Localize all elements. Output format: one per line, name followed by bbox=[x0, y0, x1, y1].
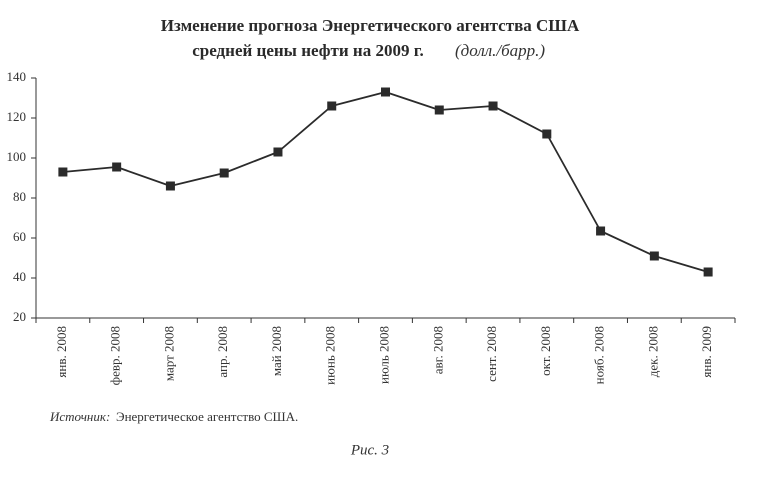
y-tick-label: 80 bbox=[13, 189, 26, 204]
marker bbox=[488, 101, 498, 111]
marker bbox=[596, 226, 606, 236]
source-label: Источник: bbox=[49, 409, 110, 424]
x-tick-label: авг. 2008 bbox=[430, 326, 445, 374]
x-tick-label: май 2008 bbox=[269, 326, 284, 376]
y-tick-label: 140 bbox=[7, 69, 27, 84]
x-tick-label: янв. 2008 bbox=[54, 326, 69, 378]
marker bbox=[58, 167, 68, 177]
line bbox=[62, 91, 709, 273]
x-tick-label: окт. 2008 bbox=[538, 326, 553, 376]
y-tick-label: 20 bbox=[13, 309, 26, 324]
marker bbox=[219, 168, 229, 178]
marker bbox=[703, 267, 713, 277]
y-tick-label: 40 bbox=[13, 269, 26, 284]
x-tick-label: нояб. 2008 bbox=[592, 326, 607, 384]
marker bbox=[327, 101, 337, 111]
marker bbox=[649, 251, 659, 261]
y-tick-label: 120 bbox=[7, 109, 27, 124]
unit-label: (долл./барр.) bbox=[455, 41, 545, 60]
x-tick-label: июнь 2008 bbox=[323, 326, 338, 385]
x-tick-label: апр. 2008 bbox=[215, 326, 230, 378]
chart-title: Изменение прогноза Энергетического агент… bbox=[161, 16, 580, 35]
x-tick-label: март 2008 bbox=[161, 326, 176, 381]
marker bbox=[273, 147, 283, 157]
marker bbox=[542, 129, 552, 139]
x-tick-label: сент. 2008 bbox=[484, 326, 499, 382]
marker bbox=[165, 181, 175, 191]
y-tick-label: 60 bbox=[13, 229, 26, 244]
marker bbox=[112, 162, 122, 172]
marker bbox=[381, 87, 390, 97]
y-tick-label: 100 bbox=[7, 149, 27, 164]
x-tick-label: февр. 2008 bbox=[108, 326, 123, 385]
marker bbox=[434, 105, 444, 115]
chart-title: средней цены нефти на 2009 г. bbox=[192, 41, 424, 60]
x-tick-label: дек. 2008 bbox=[645, 326, 660, 377]
source: Энергетическое агентство США. bbox=[116, 409, 298, 424]
x-tick-label: янв. 2009 bbox=[699, 326, 714, 378]
x-tick-label: июль 2008 bbox=[376, 326, 391, 384]
caption: Рис. 3 bbox=[350, 442, 389, 458]
